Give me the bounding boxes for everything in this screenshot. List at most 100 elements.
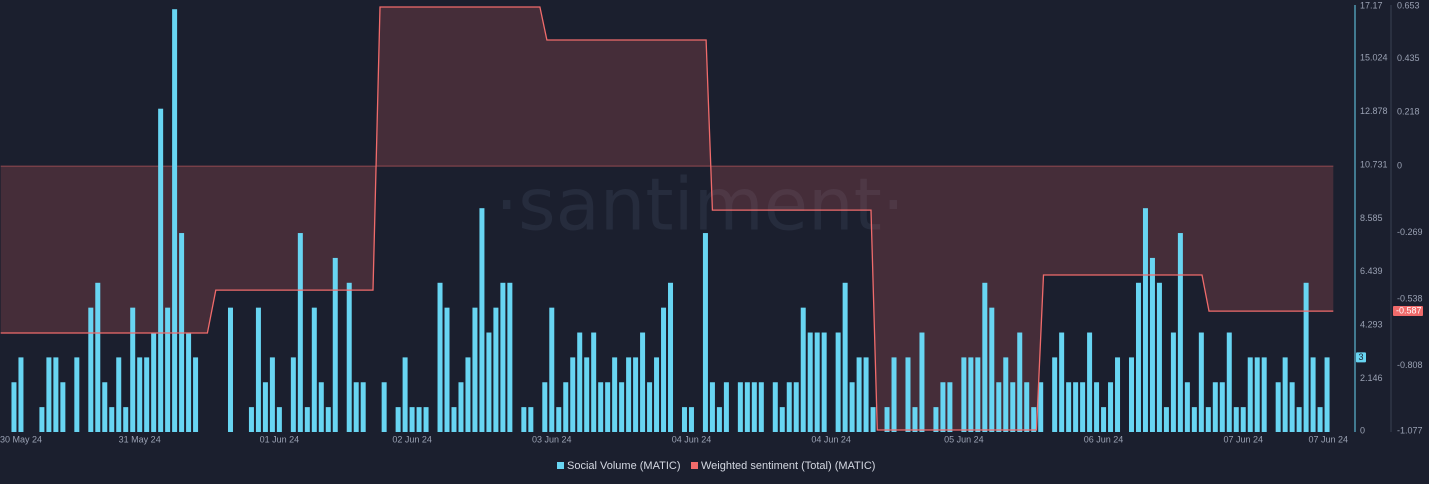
- bar: [1310, 357, 1316, 432]
- bar: [116, 357, 122, 432]
- bar: [465, 357, 471, 432]
- bar: [842, 282, 848, 432]
- y2-tick-label: -0.538: [1397, 293, 1423, 303]
- bar: [940, 382, 946, 432]
- bar: [996, 382, 1002, 432]
- bar: [591, 332, 597, 432]
- bar: [605, 382, 611, 432]
- last-value-label: 3: [1358, 352, 1363, 362]
- sentiment-area: [0, 7, 1334, 430]
- bar: [737, 382, 743, 432]
- bar: [1296, 407, 1302, 432]
- x-tick-label: 02 Jun 24: [392, 434, 432, 444]
- bar: [1010, 382, 1016, 432]
- bar: [297, 233, 303, 432]
- bar: [402, 357, 408, 432]
- bar: [123, 407, 129, 432]
- bar: [381, 382, 387, 432]
- bar: [193, 357, 199, 432]
- bar: [451, 407, 457, 432]
- bar: [933, 407, 939, 432]
- bar: [137, 357, 143, 432]
- x-tick-label: 30 May 24: [0, 434, 42, 444]
- bar: [1073, 382, 1079, 432]
- bar: [709, 382, 715, 432]
- bar: [276, 407, 282, 432]
- bar: [360, 382, 366, 432]
- bar: [1170, 332, 1176, 432]
- bar: [1303, 282, 1309, 432]
- bar: [1017, 332, 1023, 432]
- bar: [758, 382, 764, 432]
- bar: [1024, 382, 1030, 432]
- bar: [779, 407, 785, 432]
- bar: [807, 332, 813, 432]
- bar: [1282, 357, 1288, 432]
- bar: [681, 407, 687, 432]
- bar: [353, 382, 359, 432]
- bar: [1080, 382, 1086, 432]
- bar: [1094, 382, 1100, 432]
- bar: [723, 382, 729, 432]
- bar: [1052, 357, 1058, 432]
- y-tick-label: 6.439: [1360, 266, 1383, 276]
- bar: [1205, 407, 1211, 432]
- bar: [542, 382, 548, 432]
- bar: [835, 332, 841, 432]
- y-tick-label: 8.585: [1360, 213, 1383, 223]
- y2-tick-label: 0: [1397, 161, 1402, 171]
- y-tick-label: 2.146: [1360, 373, 1383, 383]
- bar: [472, 307, 478, 432]
- bar: [493, 307, 499, 432]
- bar: [598, 382, 604, 432]
- bar: [332, 257, 338, 432]
- bar: [989, 307, 995, 432]
- bar: [18, 357, 24, 432]
- bar: [626, 357, 632, 432]
- bar: [507, 282, 513, 432]
- watermark: ·santiment·: [495, 163, 905, 247]
- bar: [437, 282, 443, 432]
- y2-tick-label: -0.269: [1397, 227, 1423, 237]
- y2-tick-label: 0.218: [1397, 107, 1420, 117]
- bar: [1142, 208, 1148, 432]
- x-tick-label: 07 Jun 24: [1223, 434, 1263, 444]
- bar: [1059, 332, 1065, 432]
- x-tick-label: 04 Jun 24: [811, 434, 851, 444]
- bar: [1198, 332, 1204, 432]
- bar: [919, 332, 925, 432]
- bar: [1115, 357, 1121, 432]
- bar: [1149, 257, 1155, 432]
- y2-tick-label: -1.077: [1397, 425, 1423, 435]
- bar: [863, 357, 869, 432]
- bar: [95, 282, 101, 432]
- bar: [346, 282, 352, 432]
- bar: [304, 407, 310, 432]
- bar: [1101, 407, 1107, 432]
- bar: [11, 382, 17, 432]
- bar: [521, 407, 527, 432]
- bar: [1324, 357, 1330, 432]
- bar: [821, 332, 827, 432]
- sentiment-line: [0, 6, 1334, 431]
- bar: [1191, 407, 1197, 432]
- bar: [1128, 357, 1134, 432]
- bar: [46, 357, 52, 432]
- bar: [1233, 407, 1239, 432]
- x-tick-label: 01 Jun 24: [260, 434, 300, 444]
- bar: [1038, 382, 1044, 432]
- bar: [793, 382, 799, 432]
- y-tick-label: 17.17: [1360, 0, 1383, 10]
- bar: [500, 282, 506, 432]
- bar: [947, 382, 953, 432]
- bar: [654, 357, 660, 432]
- bar: [1212, 382, 1218, 432]
- bar: [912, 407, 918, 432]
- bar: [1031, 407, 1037, 432]
- y2-tick-label: -0.808: [1397, 360, 1423, 370]
- bar: [751, 382, 757, 432]
- bar: [1317, 407, 1323, 432]
- bar: [109, 407, 115, 432]
- bar: [290, 357, 296, 432]
- legend-label: Social Volume (MATIC): [567, 460, 681, 472]
